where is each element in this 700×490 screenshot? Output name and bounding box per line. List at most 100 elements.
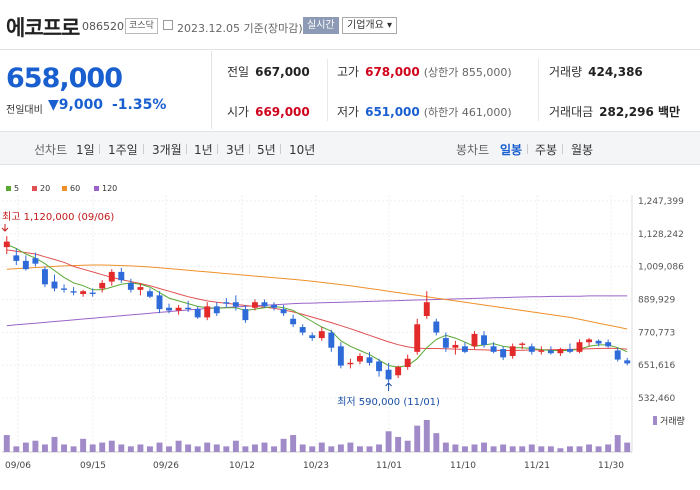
candle (51, 274, 58, 292)
volume-bar (156, 442, 163, 452)
candle-body (51, 281, 58, 289)
candle (328, 329, 335, 352)
realtime-button[interactable]: 실시간 (303, 17, 339, 34)
volume-bar (261, 442, 268, 452)
candle (185, 300, 192, 312)
candle (194, 306, 201, 319)
candle (547, 346, 554, 355)
candle-body (366, 357, 373, 363)
candle-daily[interactable]: 일봉 (500, 143, 523, 157)
legend-swatch (94, 186, 99, 191)
price-chart[interactable]: 1,247,399 1,128,242 1,009,086 889,929 770,77… (0, 165, 700, 490)
candle (175, 304, 182, 315)
candle-body (337, 346, 344, 366)
stat-value: 678,000 (365, 65, 420, 79)
candle-body (500, 349, 507, 358)
volume-bar (127, 446, 134, 452)
candle-chart-title: 봉차트 (456, 143, 490, 157)
volume-bar (80, 438, 87, 452)
y-tick-label: 1,009,086 (638, 263, 684, 273)
stats-panel: 전일 667,000 고가 678,000 (상한가 855,000) 거래량 424,… (213, 51, 700, 129)
volume-bar (175, 440, 182, 452)
volume-bar (385, 431, 392, 452)
period-5y[interactable]: 5년 (257, 143, 276, 157)
volume-bar (414, 425, 421, 452)
legend-label: 20 (40, 184, 51, 193)
volume-bar (3, 435, 10, 452)
x-tick-label: 11/30 (598, 461, 624, 471)
divider (562, 144, 563, 154)
period-1w[interactable]: 1주일 (108, 143, 138, 157)
candle-body (99, 282, 106, 289)
volume-bar (605, 444, 612, 452)
volume-bar (89, 444, 96, 452)
volume-bar (290, 435, 297, 452)
current-price: 658,000 (6, 63, 123, 94)
candle-body (490, 346, 497, 352)
candle-body (614, 350, 621, 360)
candle (70, 287, 77, 296)
candle-body (251, 302, 258, 308)
x-tick-label: 09/26 (153, 461, 179, 471)
candle (204, 302, 211, 321)
period-1y[interactable]: 1년 (194, 143, 213, 157)
calendar-icon (163, 20, 173, 30)
volume-bar (185, 444, 192, 452)
y-tick-label: 770,773 (638, 328, 675, 338)
candle (471, 331, 478, 350)
period-3y[interactable]: 3년 (226, 143, 245, 157)
period-1d[interactable]: 1일 (76, 143, 95, 157)
candle (356, 353, 363, 365)
candle (442, 332, 449, 352)
candle-body (61, 288, 68, 290)
volume-bar (538, 446, 545, 452)
volume-bar (70, 446, 77, 452)
volume-bar (271, 446, 278, 452)
candle (99, 280, 106, 293)
company-info-dropdown[interactable]: 기업개요 ▾ (342, 17, 397, 34)
candle (433, 318, 440, 336)
volume-legend-swatch (653, 416, 657, 425)
candle-body (41, 269, 48, 285)
volume-bar (509, 446, 516, 452)
candle-body (185, 307, 192, 310)
volume-bar (41, 444, 48, 452)
volume-bar (242, 446, 249, 452)
volume-bar (461, 446, 468, 452)
candle-body (595, 340, 602, 344)
candle (318, 327, 325, 341)
candle (146, 288, 153, 299)
candle-body (80, 291, 87, 294)
volume-bar (586, 444, 593, 452)
stat-value: 424,386 (588, 65, 643, 79)
volume-bar (309, 446, 316, 452)
up-arrow-icon (385, 382, 392, 391)
candle-weekly[interactable]: 주봉 (535, 143, 558, 157)
candle (213, 302, 220, 317)
candle-body (624, 360, 631, 364)
min-annotation: 최저 590,000 (11/01) (337, 396, 440, 408)
period-10y[interactable]: 10년 (289, 143, 316, 157)
chart-toolbar: 선차트 1일 1주일 3개월 1년 3년 5년 10년 봉차트 일봉 주봉 월봉 (0, 131, 700, 165)
stock-name: 에코프로 (6, 16, 80, 40)
candle (80, 289, 87, 297)
stat-amount: 거래대금 282,296 백만 (549, 103, 680, 120)
candle-monthly[interactable]: 월봉 (571, 143, 594, 157)
volume-bar (547, 446, 554, 452)
candle-body (242, 309, 249, 321)
volume-bar (404, 440, 411, 452)
candle-body (347, 362, 354, 365)
period-3m[interactable]: 3개월 (152, 143, 182, 157)
candle-body (404, 358, 411, 367)
candle-body (194, 309, 201, 318)
volume-bar (251, 444, 258, 452)
candle-body (586, 339, 593, 343)
candle-body (32, 258, 39, 264)
legend-ma20: 20 (32, 184, 50, 193)
candle (347, 358, 354, 369)
candle (538, 346, 545, 355)
candle (166, 303, 173, 314)
candle-body (452, 344, 459, 348)
candle (41, 266, 48, 288)
candle (624, 357, 631, 366)
